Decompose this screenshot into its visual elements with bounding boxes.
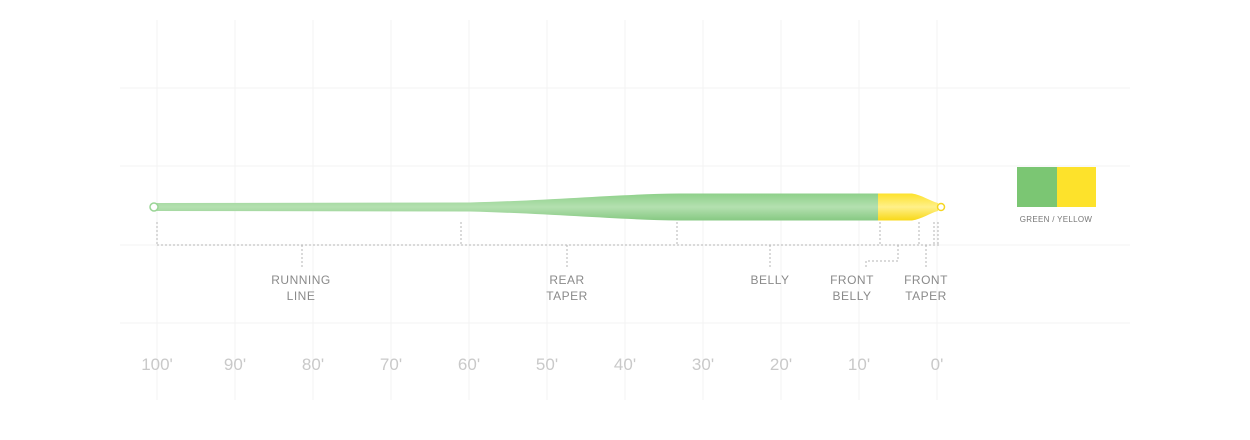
segment-label: LINE — [287, 289, 316, 303]
brackets — [156, 222, 940, 268]
line-end — [149, 202, 159, 212]
segment-label: REAR — [549, 273, 584, 287]
swatch-yellow — [1057, 167, 1096, 207]
axis-label: 40' — [614, 355, 636, 374]
axis-label: 10' — [848, 355, 870, 374]
segment-label: FRONT — [830, 273, 874, 287]
segment-label: BELLY — [751, 273, 790, 287]
segment-label: TAPER — [905, 289, 947, 303]
segment-label: RUNNING — [271, 273, 331, 287]
axis-label: 30' — [692, 355, 714, 374]
axis-labels: 100' 90' 80' 70' 60' 50' 40' 30' 20' 10' 0' — [141, 355, 943, 374]
axis-label: 90' — [224, 355, 246, 374]
running-line-and-body — [155, 193, 880, 221]
axis-label: 80' — [302, 355, 324, 374]
axis-label: 0' — [931, 355, 944, 374]
axis-label: 50' — [536, 355, 558, 374]
axis-label: 100' — [141, 355, 173, 374]
legend-label: GREEN / YELLOW — [1020, 215, 1093, 224]
segment-label: TAPER — [546, 289, 588, 303]
loop — [936, 202, 946, 212]
front-taper — [878, 193, 938, 221]
segment-labels: RUNNING LINE REAR TAPER BELLY FRONT BELLY FRONT… — [271, 273, 948, 303]
swatch-green — [1017, 167, 1057, 207]
axis-label: 60' — [458, 355, 480, 374]
segment-label: FRONT — [904, 273, 948, 287]
axis-label: 70' — [380, 355, 402, 374]
axis-label: 20' — [770, 355, 792, 374]
segment-label: BELLY — [833, 289, 872, 303]
